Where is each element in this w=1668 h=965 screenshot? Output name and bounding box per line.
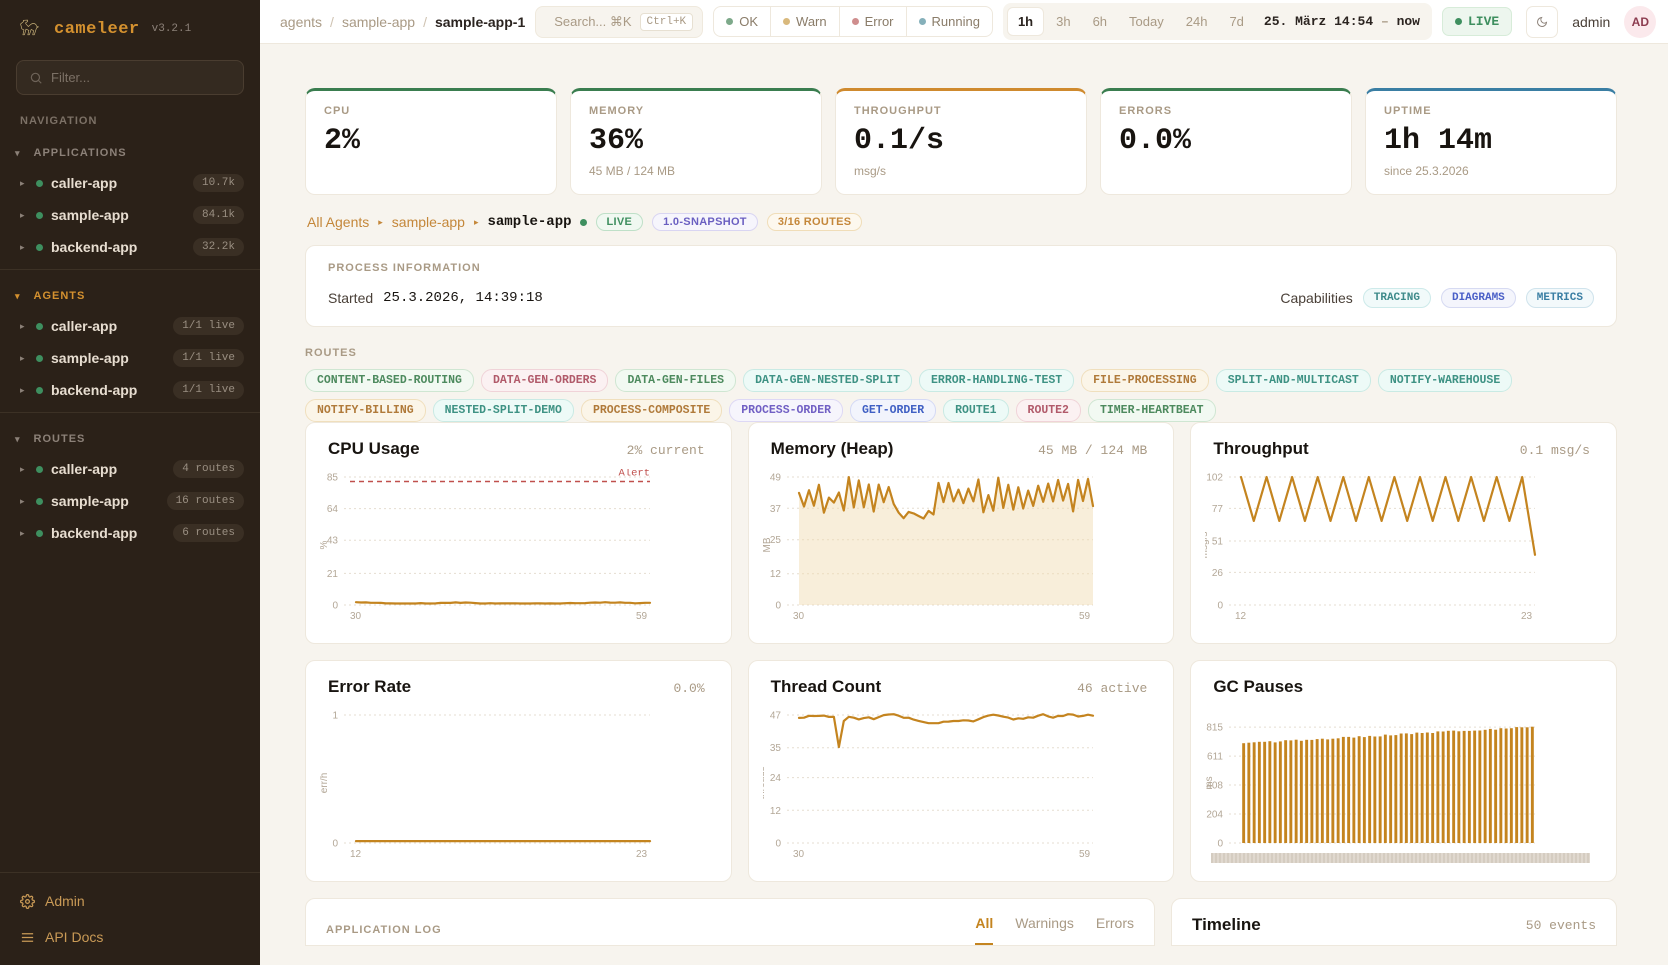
svg-text:0: 0 [775,839,781,850]
svg-text:0: 0 [775,601,781,612]
svg-text:815: 815 [1207,723,1224,734]
svg-text:26: 26 [1212,568,1224,579]
svg-text:37: 37 [770,504,782,515]
svg-text:12: 12 [770,806,782,817]
svg-text:0: 0 [332,839,338,850]
svg-text:49: 49 [770,473,782,484]
svg-text:85: 85 [327,473,339,484]
svg-text:0: 0 [332,601,338,612]
svg-text:0: 0 [1218,601,1224,612]
svg-text:0: 0 [1218,839,1224,850]
svg-text:102: 102 [1207,473,1224,484]
svg-text:threads: threads [763,766,767,799]
svg-text:ms: ms [1205,776,1215,789]
svg-text:err/h: err/h [320,773,330,794]
svg-text:59: 59 [1079,849,1091,860]
svg-text:21: 21 [327,569,339,580]
svg-text:30: 30 [793,611,805,622]
svg-text:23: 23 [636,849,648,860]
svg-text:12: 12 [350,849,362,860]
svg-text:12: 12 [1235,611,1247,622]
svg-text:1: 1 [332,711,338,722]
svg-text:64: 64 [327,504,339,515]
svg-text:12: 12 [770,569,782,580]
svg-text:47: 47 [770,711,782,722]
svg-text:204: 204 [1207,810,1224,821]
svg-text:77: 77 [1212,504,1224,515]
svg-text:30: 30 [350,611,362,622]
svg-text:59: 59 [1079,611,1091,622]
svg-text:Alert: Alert [618,469,650,480]
svg-text:611: 611 [1207,752,1223,763]
svg-text:msg/s: msg/s [1205,532,1210,559]
svg-text:30: 30 [793,849,805,860]
svg-text:35: 35 [770,743,782,754]
svg-text:59: 59 [636,611,648,622]
svg-text:24: 24 [770,773,782,784]
svg-text:MB: MB [763,537,773,552]
svg-text:%: % [320,540,330,549]
svg-text:23: 23 [1521,611,1533,622]
svg-text:51: 51 [1212,537,1224,548]
